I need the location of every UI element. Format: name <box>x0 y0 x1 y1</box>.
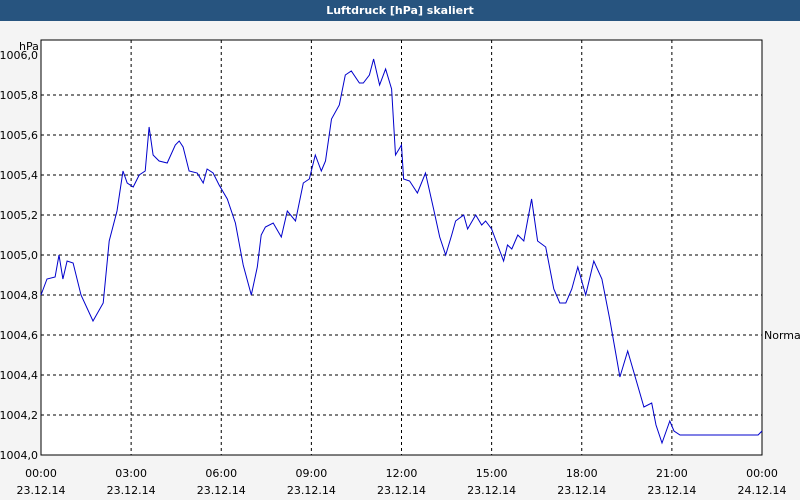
y-tick-label: 1005,0 <box>0 249 38 262</box>
x-axis-ticks: 00:00 23.12.14 03:00 23.12.14 06:00 23.12.14 0… <box>17 467 787 497</box>
x-tick-date: 23.12.14 <box>17 484 66 497</box>
pressure-series-line <box>40 58 763 445</box>
y-tick-label: 1005,4 <box>0 169 38 182</box>
x-tick-time: 18:00 <box>566 467 598 480</box>
x-tick-date: 23.12.14 <box>467 484 516 497</box>
plot-background <box>40 39 763 456</box>
y-tick-label: 1005,6 <box>0 129 38 142</box>
x-tick-time: 00:00 <box>746 467 778 480</box>
x-tick-time: 12:00 <box>386 467 418 480</box>
y-tick-label: 1006,0 <box>0 49 38 62</box>
x-tick-date: 24.12.14 <box>738 484 787 497</box>
y-unit-label: hPa <box>19 40 39 53</box>
y-tick-label: 1005,8 <box>0 89 38 102</box>
x-tick-date: 23.12.14 <box>197 484 246 497</box>
x-tick-time: 15:00 <box>476 467 508 480</box>
x-tick-date: 23.12.14 <box>647 484 696 497</box>
x-tick-time: 09:00 <box>296 467 328 480</box>
x-tick-date: 23.12.14 <box>287 484 336 497</box>
x-tick-time: 21:00 <box>656 467 688 480</box>
x-tick-date: 23.12.14 <box>107 484 156 497</box>
x-tick-time: 03:00 <box>115 467 147 480</box>
grid-lines <box>41 40 762 455</box>
x-tick-date: 23.12.14 <box>377 484 426 497</box>
x-tick-date: 23.12.14 <box>557 484 606 497</box>
y-axis-ticks: 1006,0 1005,8 1005,6 1005,4 1005,2 1005,0 1004… <box>0 49 38 462</box>
chart-area: 1006,0 1005,8 1005,6 1005,4 1005,2 1005,0 1004… <box>0 39 800 497</box>
y-tick-label: 1005,2 <box>0 209 38 222</box>
normal-annotation: Normal <box>764 329 800 342</box>
y-tick-label: 1004,0 <box>0 449 38 462</box>
x-tick-time: 06:00 <box>205 467 237 480</box>
y-tick-label: 1004,8 <box>0 289 38 302</box>
x-tick-time: 00:00 <box>25 467 57 480</box>
y-tick-label: 1004,4 <box>0 369 38 382</box>
chart-title: Luftdruck [hPa] skaliert <box>0 0 800 21</box>
y-tick-label: 1004,2 <box>0 409 38 422</box>
y-tick-label: 1004,6 <box>0 329 38 342</box>
